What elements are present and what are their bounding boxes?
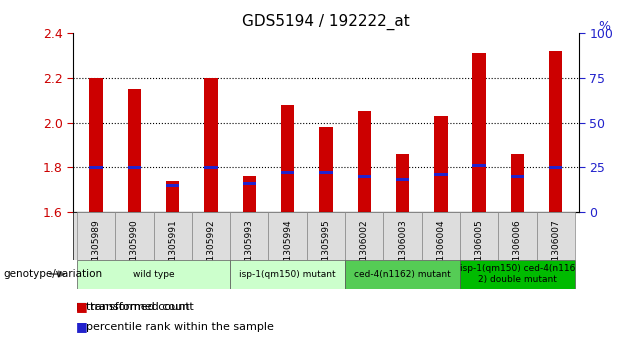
Bar (166, 184, 179, 187)
Text: wild type: wild type (133, 270, 174, 278)
Bar (537, 212, 575, 260)
Bar (204, 78, 218, 212)
Text: transformed count: transformed count (86, 302, 190, 312)
Bar (243, 176, 256, 212)
Bar (345, 260, 460, 289)
Bar (243, 182, 256, 185)
Bar (460, 212, 499, 260)
Bar (434, 173, 448, 176)
Text: GSM1306002: GSM1306002 (360, 219, 369, 280)
Bar (281, 105, 294, 212)
Text: isp-1(qm150) mutant: isp-1(qm150) mutant (239, 270, 336, 278)
Text: GSM1305993: GSM1305993 (245, 219, 254, 280)
Bar (511, 154, 524, 212)
Bar (268, 212, 307, 260)
Bar (396, 154, 409, 212)
Bar (166, 181, 179, 212)
Text: GSM1305990: GSM1305990 (130, 219, 139, 280)
Bar (396, 179, 409, 182)
Bar (511, 175, 524, 178)
Text: GSM1305995: GSM1305995 (321, 219, 331, 280)
Text: isp-1(qm150) ced-4(n116
2) double mutant: isp-1(qm150) ced-4(n116 2) double mutant (460, 264, 575, 284)
Bar (357, 111, 371, 212)
Bar (128, 166, 141, 169)
Bar (230, 212, 268, 260)
Text: GSM1306007: GSM1306007 (551, 219, 560, 280)
Text: ■: ■ (76, 300, 88, 313)
Bar (499, 212, 537, 260)
Text: GSM1306005: GSM1306005 (474, 219, 483, 280)
Bar (319, 127, 333, 212)
Text: ced-4(n1162) mutant: ced-4(n1162) mutant (354, 270, 451, 278)
Text: GSM1305989: GSM1305989 (92, 219, 100, 280)
Bar (230, 260, 345, 289)
Bar (384, 212, 422, 260)
Bar (422, 212, 460, 260)
Bar (549, 166, 562, 169)
Bar (460, 260, 575, 289)
Text: genotype/variation: genotype/variation (3, 269, 102, 279)
Bar (77, 212, 115, 260)
Bar (90, 78, 103, 212)
Bar (204, 166, 218, 169)
Title: GDS5194 / 192222_at: GDS5194 / 192222_at (242, 14, 410, 30)
Bar (549, 51, 562, 212)
Text: ■: ■ (76, 320, 88, 333)
Text: GSM1306004: GSM1306004 (436, 219, 445, 280)
Text: GSM1305992: GSM1305992 (207, 219, 216, 280)
Bar (357, 175, 371, 178)
Bar (345, 212, 384, 260)
Text: ■ transformed count: ■ transformed count (76, 302, 194, 312)
Bar (434, 116, 448, 212)
Text: GSM1305994: GSM1305994 (283, 219, 292, 280)
Y-axis label: %: % (598, 20, 610, 33)
Bar (473, 164, 486, 167)
Bar (128, 89, 141, 212)
Bar (319, 171, 333, 174)
Text: GSM1306006: GSM1306006 (513, 219, 522, 280)
Bar (473, 53, 486, 212)
Bar (192, 212, 230, 260)
Bar (90, 166, 103, 169)
Text: GSM1305991: GSM1305991 (169, 219, 177, 280)
Bar (307, 212, 345, 260)
Bar (153, 212, 192, 260)
Bar (281, 171, 294, 174)
Text: percentile rank within the sample: percentile rank within the sample (86, 322, 273, 332)
Text: GSM1306003: GSM1306003 (398, 219, 407, 280)
Bar (115, 212, 153, 260)
Bar (77, 260, 230, 289)
